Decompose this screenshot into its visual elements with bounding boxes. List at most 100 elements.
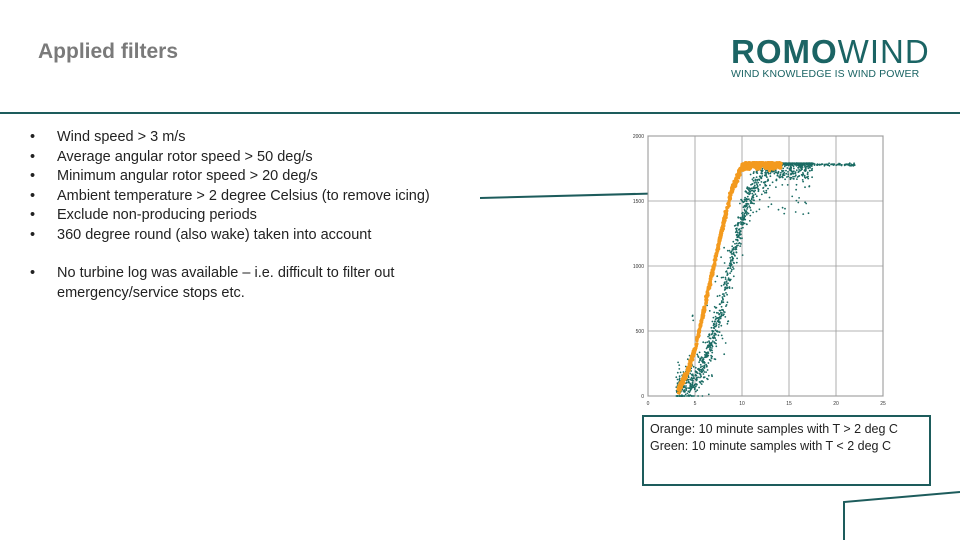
data-point-orange bbox=[767, 169, 772, 173]
data-point-orange bbox=[768, 164, 772, 168]
data-point-green bbox=[675, 376, 678, 379]
x-tick-label: 20 bbox=[833, 401, 839, 407]
data-point-green bbox=[695, 385, 697, 388]
data-point-green bbox=[686, 395, 688, 397]
data-point-green bbox=[684, 393, 687, 396]
x-tick-label: 25 bbox=[880, 401, 886, 407]
data-point-green bbox=[740, 233, 742, 236]
data-point-green bbox=[765, 189, 768, 192]
data-point-green bbox=[769, 175, 772, 178]
data-point-green bbox=[675, 386, 678, 388]
data-point-green bbox=[684, 386, 686, 389]
data-point-green bbox=[778, 176, 781, 179]
data-point-green bbox=[761, 175, 764, 177]
data-point-orange bbox=[747, 167, 751, 171]
data-point-green bbox=[795, 162, 798, 165]
data-point-green bbox=[743, 212, 746, 215]
data-point-orange bbox=[692, 349, 696, 353]
data-point-green bbox=[752, 196, 755, 199]
data-point-green bbox=[804, 201, 806, 204]
data-point-green bbox=[786, 167, 789, 169]
data-point-green bbox=[731, 245, 734, 248]
data-point-green bbox=[733, 262, 735, 264]
data-point-green bbox=[720, 324, 723, 327]
data-point-green bbox=[738, 232, 741, 235]
data-point-green bbox=[802, 213, 805, 215]
data-point-green bbox=[695, 379, 698, 382]
data-point-green bbox=[714, 318, 717, 321]
data-point-green bbox=[724, 316, 727, 318]
data-point-green bbox=[737, 222, 739, 224]
data-point-green bbox=[718, 331, 721, 333]
data-point-green bbox=[728, 278, 730, 281]
filter-item: Minimum angular rotor speed > 20 deg/s bbox=[30, 167, 430, 187]
data-point-green bbox=[698, 386, 700, 389]
data-point-green bbox=[727, 320, 729, 323]
data-point-green bbox=[707, 393, 710, 396]
data-point-green bbox=[800, 167, 803, 170]
data-point-green bbox=[746, 208, 748, 210]
data-point-green bbox=[712, 316, 715, 319]
data-point-orange bbox=[724, 212, 728, 217]
data-point-orange bbox=[714, 252, 718, 256]
data-point-green bbox=[696, 371, 698, 374]
data-point-green bbox=[823, 164, 826, 167]
data-point-green bbox=[780, 171, 782, 174]
data-point-green bbox=[847, 163, 850, 166]
data-point-green bbox=[783, 174, 786, 176]
data-point-green bbox=[685, 385, 687, 387]
data-point-green bbox=[735, 248, 738, 251]
data-point-green bbox=[687, 390, 690, 393]
data-point-green bbox=[732, 253, 735, 255]
data-point-green bbox=[811, 176, 813, 179]
data-point-green bbox=[759, 184, 761, 186]
data-point-green bbox=[802, 172, 804, 174]
data-point-orange bbox=[708, 286, 712, 290]
filter-item: Exclude non-producing periods bbox=[30, 206, 430, 226]
legend-box: Orange: 10 minute samples with T > 2 deg… bbox=[642, 415, 931, 486]
data-point-green bbox=[768, 196, 771, 199]
data-point-green bbox=[813, 164, 816, 166]
data-point-green bbox=[753, 186, 756, 188]
data-point-green bbox=[803, 174, 806, 177]
data-point-orange bbox=[717, 240, 721, 244]
data-point-green bbox=[707, 362, 710, 364]
data-point-green bbox=[807, 177, 810, 180]
data-point-green bbox=[806, 171, 809, 174]
data-point-orange bbox=[678, 388, 682, 392]
data-point-green bbox=[769, 172, 772, 175]
data-point-green bbox=[750, 189, 753, 192]
data-point-green bbox=[774, 171, 777, 174]
note-item: • No turbine log was available – i.e. di… bbox=[30, 263, 460, 303]
data-point-orange bbox=[749, 165, 753, 169]
data-point-green bbox=[766, 176, 768, 178]
data-point-green bbox=[807, 167, 810, 170]
data-point-green bbox=[706, 355, 709, 358]
data-point-green bbox=[713, 341, 716, 344]
data-point-green bbox=[711, 349, 713, 352]
data-point-green bbox=[771, 181, 774, 184]
data-point-green bbox=[699, 374, 702, 376]
data-point-green bbox=[792, 175, 794, 178]
data-point-green bbox=[688, 395, 690, 397]
data-point-green bbox=[726, 322, 729, 325]
data-point-green bbox=[850, 164, 853, 167]
data-point-green bbox=[726, 249, 729, 252]
data-point-green bbox=[689, 385, 692, 387]
data-point-green bbox=[764, 183, 767, 186]
data-point-green bbox=[735, 261, 738, 264]
data-point-green bbox=[853, 164, 856, 166]
data-point-orange bbox=[717, 237, 721, 241]
data-point-green bbox=[691, 377, 693, 380]
data-point-green bbox=[752, 187, 755, 190]
data-point-green bbox=[786, 184, 789, 186]
data-point-green bbox=[729, 262, 732, 264]
data-point-green bbox=[749, 173, 752, 176]
data-point-orange bbox=[709, 272, 714, 276]
data-point-green bbox=[726, 293, 728, 296]
data-point-green bbox=[724, 276, 727, 279]
data-point-green bbox=[744, 218, 747, 221]
data-point-green bbox=[756, 178, 759, 181]
data-point-green bbox=[718, 313, 720, 316]
data-point-green bbox=[808, 185, 811, 188]
